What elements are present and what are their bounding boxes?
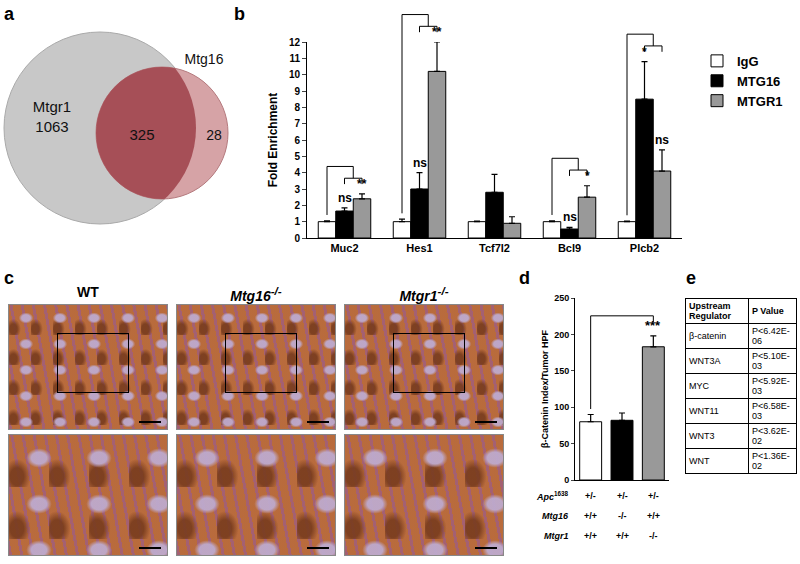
svg-text:3: 3 [294,184,300,195]
svg-text:+/-: +/- [617,491,628,501]
svg-text:1: 1 [294,216,300,227]
html-text:Mtg16-/-: Mtg16-/- [230,284,282,304]
svg-text:IgG: IgG [737,54,759,69]
svg-text:200: 200 [554,330,569,340]
svg-text:50: 50 [559,439,569,449]
html-text:a: a [4,4,14,24]
svg-text:Mtg16: Mtg16 [542,511,569,521]
svg-text:*: * [642,45,647,59]
html-text:Upstream Regulator: Upstream Regulator [689,301,731,321]
html-text:WNT11: WNT11 [689,406,719,416]
svg-text:**: ** [432,25,442,39]
svg-text:+/+: +/+ [616,531,629,541]
html-text:WNT3: WNT3 [689,431,715,441]
html-text:Mtgr1-/-: Mtgr1-/- [399,284,449,304]
svg-text:0: 0 [564,475,569,485]
svg-text:1063: 1063 [35,118,68,135]
svg-text:*: * [585,169,590,183]
html-text:b: b [234,4,245,24]
svg-text:ns: ns [413,156,427,170]
svg-text:9: 9 [294,86,300,97]
svg-text:10: 10 [289,69,301,80]
svg-text:ns: ns [655,133,669,147]
svg-text:Bcl9: Bcl9 [558,242,581,254]
html-text:e: e [686,268,696,288]
svg-text:+/+: +/+ [584,531,597,541]
svg-text:+/-: +/- [585,491,596,501]
html-text:P Value: P Value [752,306,784,316]
svg-text:Apc​1638​: Apc​1638​ [536,490,569,502]
html-text:P<5.10E-03: P<5.10E-03 [752,351,790,371]
svg-text:Mtgr1: Mtgr1 [33,98,71,115]
svg-text:12: 12 [289,37,301,48]
svg-text:MTGR1: MTGR1 [737,94,783,109]
html-text:P<6.58E-03: P<6.58E-03 [752,401,790,421]
html-text:c: c [4,268,14,288]
html-text:P<3.62E-02: P<3.62E-02 [752,426,790,446]
svg-text:MTG16: MTG16 [737,74,780,89]
html-text:WT: WT [77,284,99,300]
svg-text:Mtgr1: Mtgr1 [544,531,569,541]
svg-text:***: *** [645,318,661,333]
svg-text:150: 150 [554,366,569,376]
svg-text:**: ** [357,177,367,191]
svg-text:0: 0 [294,233,300,244]
html-text:MYC: MYC [689,381,709,391]
svg-text:11: 11 [289,53,300,64]
svg-text:28: 28 [206,127,222,143]
html-text:WNT3A: WNT3A [689,356,721,366]
html-text:WNT: WNT [689,456,710,466]
svg-text:325: 325 [129,126,154,143]
svg-text:+/+: +/+ [584,511,597,521]
html-text:d: d [519,268,530,288]
html-text:P<6.42E-06: P<6.42E-06 [752,326,790,346]
svg-text:ns: ns [338,191,352,205]
svg-text:ns: ns [563,210,577,224]
svg-text:2: 2 [294,200,300,211]
svg-text:5: 5 [294,151,300,162]
svg-text:250: 250 [554,293,569,303]
svg-text:Tcf7l2: Tcf7l2 [479,242,510,254]
svg-text:6: 6 [294,135,300,146]
svg-text:β-Catenin Index/Tumor HPF: β-Catenin Index/Tumor HPF [540,330,550,448]
svg-text:+/-: +/- [648,491,659,501]
svg-text:7: 7 [294,118,300,129]
svg-text:100: 100 [554,402,569,412]
svg-text:Plcb2: Plcb2 [630,242,659,254]
html-text:β-catenin: β-catenin [689,331,727,341]
html-text:P<1.36E-02: P<1.36E-02 [752,451,790,471]
svg-text:4: 4 [294,167,300,178]
svg-text:Muc2: Muc2 [330,242,358,254]
svg-text:-/-: -/- [618,511,627,521]
svg-text:-/-: -/- [649,531,658,541]
svg-text:Mtg16: Mtg16 [185,51,224,67]
svg-text:Hes1: Hes1 [406,242,432,254]
svg-text:8: 8 [294,102,300,113]
html-text:P<5.92E-03: P<5.92E-03 [752,376,790,396]
svg-text:+/+: +/+ [647,511,660,521]
svg-text:Fold Enrichment: Fold Enrichment [266,93,280,188]
